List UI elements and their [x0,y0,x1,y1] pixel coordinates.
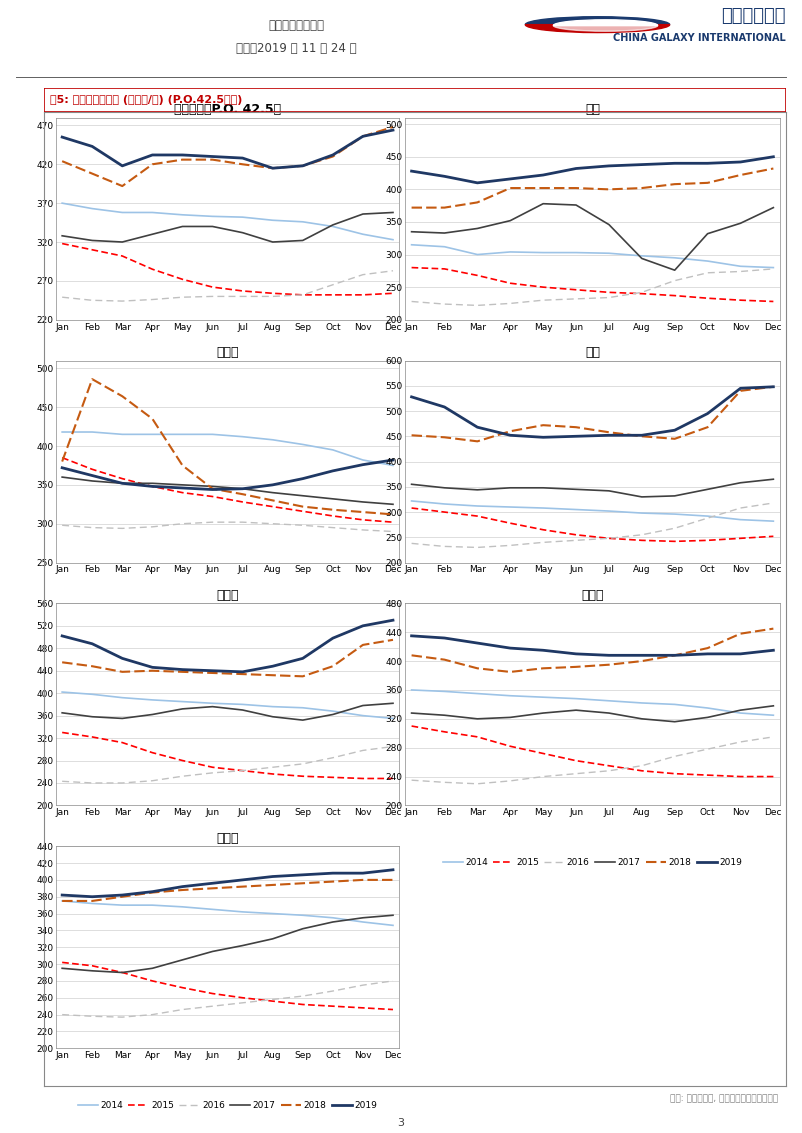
Wedge shape [525,17,670,25]
Legend: 2014, 2015, 2016, 2017, 2018, 2019: 2014, 2015, 2016, 2017, 2018, 2019 [74,368,381,385]
Text: 中國銀河國際: 中國銀河國際 [722,7,786,25]
Text: 3: 3 [398,1118,404,1128]
Legend: 2014, 2015, 2016, 2017, 2018, 2019: 2014, 2015, 2016, 2017, 2018, 2019 [439,854,746,870]
Wedge shape [525,25,670,33]
Text: 水泥丨2019 年 11 月 24 日: 水泥丨2019 年 11 月 24 日 [237,42,357,56]
Text: 图5: 各地区水泥价格 (人民币/吨) (P.O.42.5水泥): 图5: 各地区水泥价格 (人民币/吨) (P.O.42.5水泥) [50,95,242,105]
Title: 华东: 华东 [585,347,600,359]
Title: 中南部: 中南部 [217,589,239,603]
Wedge shape [553,26,658,32]
Title: 东北部: 东北部 [217,347,239,359]
Legend: 2014, 2015, 2016, 2017, 2018, 2019: 2014, 2015, 2016, 2017, 2018, 2019 [439,612,746,628]
Title: 全国平均（P.O. 42.5）: 全国平均（P.O. 42.5） [174,103,282,117]
Legend: 2014, 2015, 2016, 2017, 2018, 2019: 2014, 2015, 2016, 2017, 2018, 2019 [74,612,381,628]
Text: 来源: 数字水泥网, 中国银河国际证券研究院: 来源: 数字水泥网, 中国银河国际证券研究院 [670,1094,778,1104]
Legend: 2014, 2015, 2016, 2017, 2018, 2019: 2014, 2015, 2016, 2017, 2018, 2019 [439,368,746,385]
Title: 华北: 华北 [585,103,600,117]
Title: 西南部: 西南部 [581,589,604,603]
Title: 西北部: 西北部 [217,832,239,845]
Legend: 2014, 2015, 2016, 2017, 2018, 2019: 2014, 2015, 2016, 2017, 2018, 2019 [74,1097,381,1114]
Wedge shape [553,19,658,26]
Text: CHINA GALAXY INTERNATIONAL: CHINA GALAXY INTERNATIONAL [614,34,786,43]
Legend: 2014, 2015, 2016, 2017, 2018, 2019: 2014, 2015, 2016, 2017, 2018, 2019 [74,854,381,870]
Text: 建筑及材料丨中国: 建筑及材料丨中国 [269,19,325,33]
